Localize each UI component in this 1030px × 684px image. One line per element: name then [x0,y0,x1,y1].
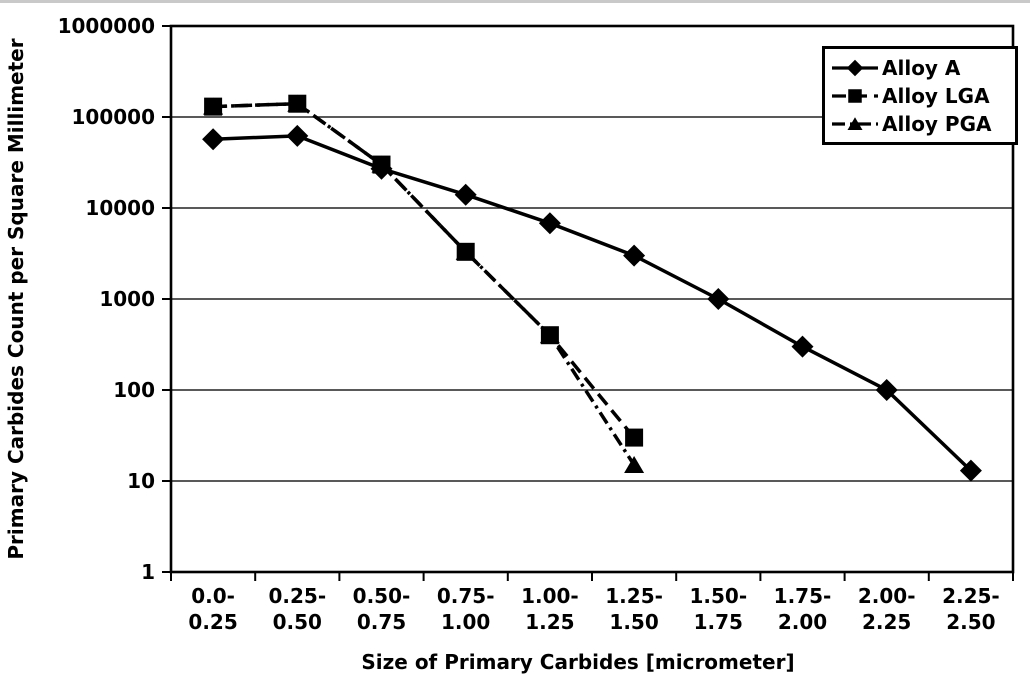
triangle-marker-icon [847,117,863,130]
y-tick-label: 1000 [99,287,155,311]
y-tick-label: 100 [113,378,155,402]
series-line-alloy-pga [213,101,636,466]
x-tick-label-line: 0.25- [268,584,327,608]
legend-item-alloy-a: Alloy A [831,54,1013,82]
x-tick-label: 2.25- 2.50 [928,583,1014,635]
x-tick-label: 2.00- 2.25 [844,583,930,635]
x-tick-label: 1.25- 1.50 [591,583,677,635]
x-tick-label-line: 0.0- [191,584,235,608]
diamond-marker-icon [846,59,864,77]
series-line-alloy-a [213,134,973,472]
diamond-marker-icon [454,183,477,206]
x-tick-label-line: 1.00 [441,610,491,634]
x-tick-label-line: 1.75- [773,584,832,608]
legend-item-alloy-lga: Alloy LGA [831,82,1013,110]
x-tick-label-line: 1.75 [693,610,743,634]
window-top-border [0,0,1030,3]
x-tick-label: 1.50- 1.75 [675,583,761,635]
x-tick-label-line: 0.75 [356,610,407,634]
x-tick-label-line: 2.25- [942,584,1000,608]
x-tick-label-line: 0.25 [188,610,238,634]
x-tick-label-line: 1.00- [521,584,579,608]
legend-item-label: Alloy LGA [882,84,990,108]
x-tick-label-line: 1.25- [605,584,663,608]
x-tick-label-line: 0.75- [436,584,495,608]
x-tick-label: 1.75- 2.00 [760,583,846,635]
legend: Alloy A Alloy LGA Alloy PGA [822,46,1018,145]
legend-item-label: Alloy PGA [882,112,992,136]
x-tick-label: 0.50- 0.75 [339,583,425,635]
square-marker-icon [456,242,475,261]
y-tick-label: 1 [141,560,155,584]
x-tick-label: 1.00- 1.25 [507,583,593,635]
square-marker-icon [204,97,223,116]
legend-sample-alloy-lga [832,89,878,103]
diamond-marker-icon [875,379,898,401]
x-tick-label-line: 0.50 [272,610,322,634]
square-marker-icon [625,428,644,447]
square-marker-icon [540,326,559,345]
diamond-marker-icon [707,288,730,310]
diamond-marker-icon [959,459,982,482]
legend-sample-alloy-pga [832,117,878,130]
square-marker-icon [288,94,307,113]
square-marker-icon [848,89,862,103]
square-marker-icon [372,155,391,174]
x-axis-title: Size of Primary Carbides [micrometer] [361,650,795,674]
y-tick-label: 10 [127,469,155,493]
y-tick-label: 1000000 [57,14,155,38]
x-tick-label: 0.75- 1.00 [423,583,509,635]
diamond-marker-icon [538,212,561,235]
legend-item-alloy-pga: Alloy PGA [831,110,1013,138]
x-tick-label-line: 1.50 [609,610,659,634]
y-tick-label: 10000 [85,196,155,220]
series-line-alloy-lga [213,101,636,439]
x-tick-label-line: 0.50- [352,584,411,608]
legend-sample-alloy-a [832,59,878,77]
y-tick-label: 100000 [71,105,156,129]
x-tick-label-line: 2.50 [946,610,996,634]
x-tick-label-line: 1.50- [689,584,748,608]
diamond-marker-icon [623,244,646,267]
x-tick-label-line: 2.00 [777,610,828,634]
x-tick-label-line: 2.25 [862,610,912,634]
diamond-marker-icon [791,335,814,358]
x-tick-label-line: 2.00- [857,584,916,608]
diamond-marker-icon [202,128,225,151]
diamond-marker-icon [286,124,309,147]
triangle-marker-icon [624,455,645,473]
x-tick-label: 0.0- 0.25 [170,583,256,635]
legend-item-label: Alloy A [882,56,961,80]
x-tick-label: 0.25- 0.50 [254,583,340,635]
x-tick-label-line: 1.25 [525,610,575,634]
